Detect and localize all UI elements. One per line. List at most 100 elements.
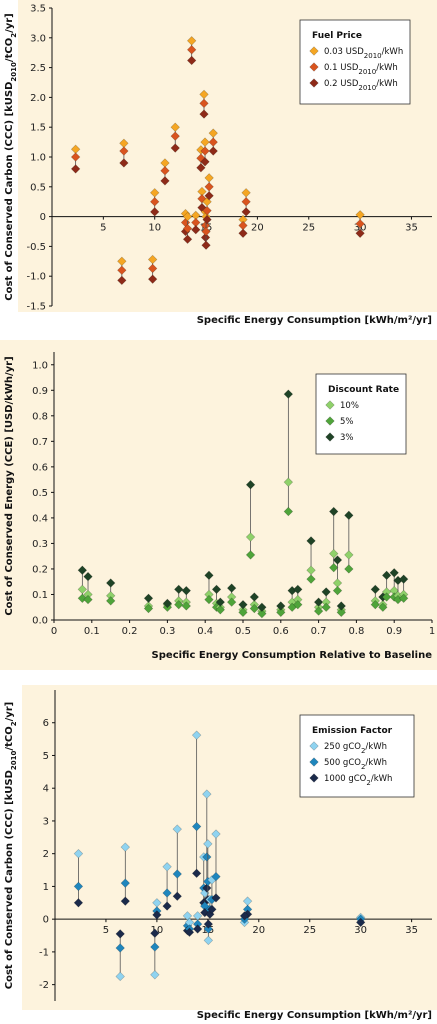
x-axis-label: Specific Energy Consumption [kWh/m²/yr]	[197, 315, 432, 326]
data-point-2	[321, 602, 331, 612]
y-tick-label: -1.0	[26, 272, 46, 283]
data-point-2	[73, 881, 84, 892]
data-point-1	[200, 137, 210, 147]
data-point-1	[355, 210, 365, 220]
data-point-3	[283, 389, 294, 399]
data-point-1	[306, 565, 316, 575]
data-point-3	[73, 898, 84, 908]
data-point-2	[381, 592, 392, 602]
data-point-1	[344, 550, 354, 560]
y-tick-label: 0	[40, 212, 46, 223]
data-point-2	[245, 550, 256, 560]
legend-label: 500 gCO2/kWh	[324, 758, 387, 771]
data-point-1	[203, 935, 214, 946]
legend-marker	[309, 757, 319, 767]
legend-label: 0.03 USD2010/kWh	[324, 47, 403, 60]
y-tick-label: 0.1	[32, 590, 48, 601]
data-point-2	[143, 603, 154, 614]
data-point-1	[77, 584, 88, 595]
data-point-1	[241, 188, 251, 198]
data-point-3	[184, 927, 195, 937]
data-point-2	[313, 606, 324, 616]
data-point-3	[238, 599, 248, 610]
y-tick-label: 0.2	[32, 564, 48, 575]
data-point-2	[283, 506, 294, 517]
data-point-3	[174, 584, 184, 595]
data-point-3	[172, 891, 182, 901]
y-tick-label: 1.0	[32, 360, 48, 371]
data-point-3	[149, 207, 160, 217]
data-point-3	[239, 911, 250, 921]
data-point-1	[328, 548, 339, 559]
data-point-3	[226, 583, 237, 593]
data-point-3	[207, 904, 217, 915]
data-point-3	[117, 275, 127, 286]
legend-marker	[325, 432, 335, 442]
data-point-2	[202, 205, 212, 216]
y-tick-label: 0.4	[32, 513, 48, 524]
data-point-1	[73, 848, 84, 859]
data-point-2	[170, 131, 180, 141]
data-point-2	[293, 599, 303, 610]
x-tick-label: 20	[252, 925, 265, 936]
data-point-3	[83, 571, 93, 582]
data-point-3	[143, 593, 154, 604]
y-axis-label: Cost of Conserved Energy (CCE) [USD/kWh/…	[4, 356, 15, 615]
data-point-3	[249, 592, 260, 602]
data-point-3	[160, 176, 170, 186]
data-point-1	[170, 122, 180, 132]
y-tick-label: 5	[43, 751, 49, 762]
data-point-2	[150, 942, 160, 952]
data-point-2	[215, 605, 226, 615]
data-point-2	[355, 219, 365, 229]
legend-label: 5%	[340, 417, 354, 427]
x-tick-label: 0.8	[348, 626, 364, 637]
y-tick-label: 0.8	[32, 411, 48, 422]
x-tick-label: 0.2	[122, 626, 138, 637]
data-point-1	[150, 970, 160, 980]
chart-discount-rate: 0.0 0.1 0.2 0.3 0.4 0.5 0.6 0.7 0.8 0.9 1.0 0 0.1 0.2…	[0, 340, 437, 670]
x-tick-label: 25	[303, 925, 316, 936]
data-point-2	[238, 607, 248, 618]
data-point-3	[211, 893, 221, 903]
data-point-3	[257, 602, 267, 612]
data-point-2	[202, 852, 212, 862]
x-tick-label: 5	[100, 223, 106, 234]
data-point-1	[162, 862, 172, 872]
data-point-3	[119, 158, 129, 168]
data-point-2	[191, 821, 202, 832]
data-point-2	[211, 871, 221, 882]
data-point-3	[191, 868, 202, 879]
data-point-2	[162, 888, 172, 898]
chart-svg: 0.0 0.1 0.2 0.3 0.4 0.5 0.6 0.7 0.8 0.9 1.0 0 0.1 0.2…	[0, 340, 437, 670]
y-tick-label: -0.5	[26, 242, 46, 253]
data-point-3	[245, 479, 256, 490]
x-tick-label: 10	[151, 925, 164, 936]
data-point-3	[77, 565, 88, 575]
x-tick-label: 0.3	[159, 626, 175, 637]
data-point-2	[201, 226, 211, 237]
data-point-2	[257, 608, 267, 619]
data-point-2	[370, 599, 381, 610]
data-point-2	[332, 585, 343, 596]
data-point-3	[199, 109, 209, 119]
legend-marker	[325, 400, 335, 410]
data-point-1	[172, 824, 182, 834]
data-point-1	[204, 173, 214, 183]
data-point-3	[196, 163, 206, 173]
y-tick-label: 2.5	[30, 63, 46, 74]
data-point-3	[191, 224, 201, 235]
data-point-3	[211, 584, 222, 595]
legend-title: Discount Rate	[328, 385, 399, 395]
data-point-3	[147, 274, 158, 284]
data-point-3	[120, 896, 131, 906]
data-point-1	[191, 730, 202, 740]
data-point-3	[150, 928, 160, 938]
data-point-1	[186, 36, 197, 46]
data-point-3	[398, 574, 409, 584]
x-axis-label: Specific Energy Consumption [kWh/m²/yr]	[197, 1010, 432, 1021]
data-point-3	[321, 587, 331, 597]
y-tick-label: 0.5	[30, 182, 46, 193]
data-point-3	[201, 240, 211, 250]
data-point-3	[215, 597, 226, 607]
